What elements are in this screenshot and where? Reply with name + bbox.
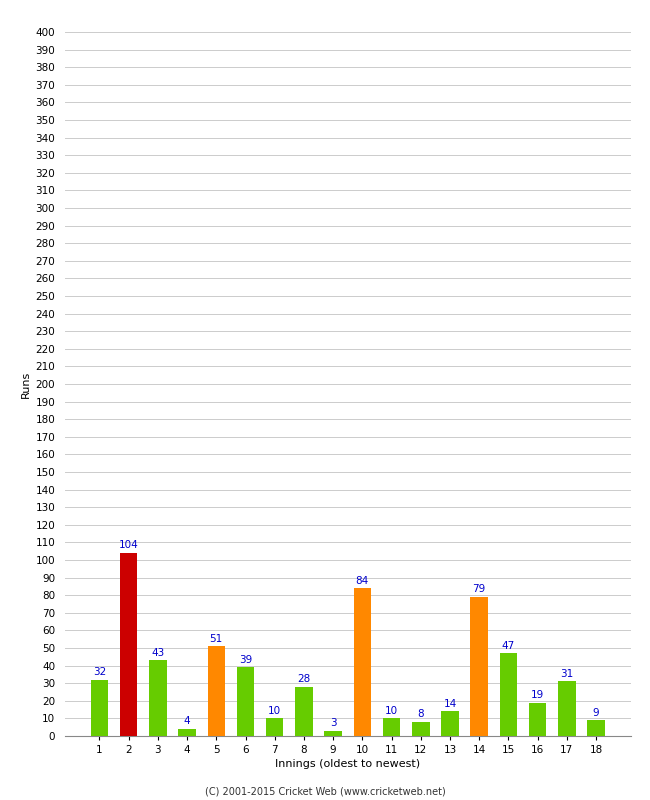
Text: 47: 47 [502,641,515,650]
Bar [149,660,166,736]
Bar [237,667,254,736]
Bar [587,720,605,736]
Text: 4: 4 [184,716,190,726]
Bar [178,729,196,736]
X-axis label: Innings (oldest to newest): Innings (oldest to newest) [275,759,421,769]
Text: 14: 14 [443,698,456,709]
Text: 10: 10 [385,706,398,716]
Bar [529,702,547,736]
Text: 32: 32 [93,667,106,677]
Text: 19: 19 [531,690,544,700]
Text: 43: 43 [151,648,164,658]
Bar [441,711,459,736]
Text: 28: 28 [297,674,311,684]
Text: 8: 8 [417,710,424,719]
Bar [354,588,371,736]
Bar [295,686,313,736]
Bar [324,730,342,736]
Text: 79: 79 [473,584,486,594]
Text: 51: 51 [210,634,223,643]
Text: 31: 31 [560,669,573,678]
Text: 39: 39 [239,654,252,665]
Text: 10: 10 [268,706,281,716]
Bar [500,654,517,736]
Text: 9: 9 [593,707,599,718]
Bar [91,680,109,736]
Text: 104: 104 [119,540,138,550]
Bar [383,718,400,736]
Y-axis label: Runs: Runs [21,370,31,398]
Bar [120,553,137,736]
Text: 84: 84 [356,575,369,586]
Text: 3: 3 [330,718,337,728]
Bar [266,718,283,736]
Bar [412,722,430,736]
Bar [207,646,225,736]
Bar [558,682,576,736]
Text: (C) 2001-2015 Cricket Web (www.cricketweb.net): (C) 2001-2015 Cricket Web (www.cricketwe… [205,786,445,796]
Bar [471,597,488,736]
